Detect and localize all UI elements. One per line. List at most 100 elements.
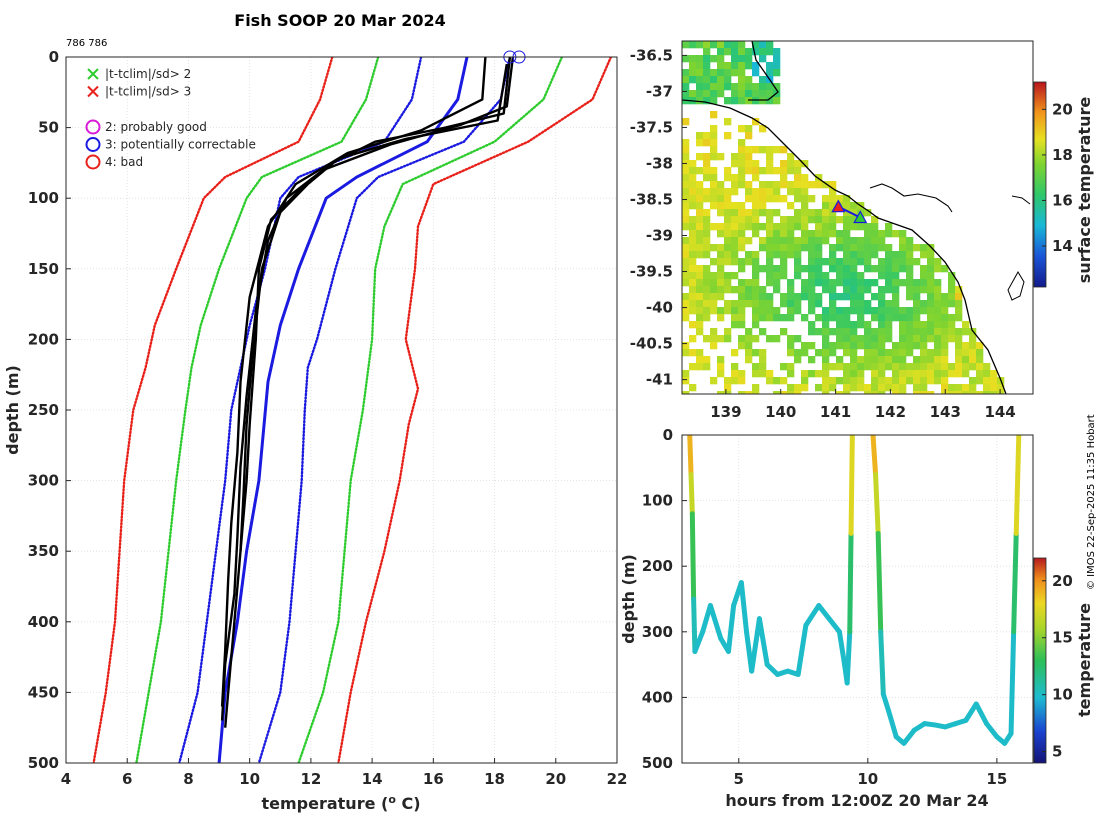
sst-cell (731, 223, 739, 231)
sst-cell (871, 328, 879, 336)
sst-cell (738, 97, 746, 105)
sst-cell (752, 146, 760, 154)
sst-cell (738, 244, 746, 252)
map-x-tick-label: 142 (875, 403, 906, 421)
sst-cell (773, 209, 781, 217)
sst-cell (829, 377, 837, 385)
sst-cell (850, 237, 858, 245)
sst-cell (836, 279, 844, 287)
sst-cell (976, 342, 984, 350)
sst-cell (738, 216, 746, 224)
sst-cell (927, 272, 935, 280)
sst-cell (829, 244, 837, 252)
sst-cell (878, 377, 886, 385)
sst-cell (787, 307, 795, 315)
sst-cell (822, 328, 830, 336)
sst-cell (906, 272, 914, 280)
envelope-line (217, 57, 469, 763)
sst-cell (962, 349, 970, 357)
sst-cell (829, 279, 837, 287)
sst-cell (696, 356, 704, 364)
sst-cell (745, 300, 753, 308)
sst-cell (745, 153, 753, 161)
sst-cell (738, 321, 746, 329)
sst-cell (927, 258, 935, 266)
y-tick-label: 250 (28, 401, 59, 419)
sst-cell (906, 293, 914, 301)
sst-cell (773, 167, 781, 175)
sst-cell (724, 48, 732, 56)
sst-cell (899, 328, 907, 336)
sst-cell (850, 251, 858, 259)
sst-cell (815, 328, 823, 336)
sst-cell (878, 286, 886, 294)
sst-cell (899, 342, 907, 350)
sst-cell (920, 384, 928, 392)
sst-cell (801, 279, 809, 287)
sst-cell (815, 244, 823, 252)
sst-cell (710, 300, 718, 308)
sst-cell (850, 293, 858, 301)
sst-cell (731, 62, 739, 70)
section-grid (682, 434, 1033, 764)
sst-cell (766, 237, 774, 245)
section-cast-segment (901, 727, 917, 746)
sst-cell (745, 90, 753, 98)
sst-cell (710, 279, 718, 287)
sst-cell (899, 363, 907, 371)
sst-cell (724, 118, 732, 126)
sst-cell (696, 328, 704, 336)
map-y-tick-label: -37 (646, 82, 673, 100)
sst-cell (941, 307, 949, 315)
sst-cell (955, 300, 963, 308)
sst-cell (941, 314, 949, 322)
sst-cell (794, 167, 802, 175)
sst-cell (829, 314, 837, 322)
sst-cell (710, 76, 718, 84)
sst-cell (738, 279, 746, 287)
sst-cell (843, 237, 851, 245)
sst-cell (738, 293, 746, 301)
sst-cell (745, 237, 753, 245)
sst-cell (927, 349, 935, 357)
sst-cell (766, 48, 774, 56)
sst-cell (780, 181, 788, 189)
sst-cell (899, 349, 907, 357)
section-x-ticks: 5 10 15 (734, 758, 1007, 788)
sst-cell (843, 244, 851, 252)
sst-cell (892, 230, 900, 238)
sst-cell (682, 377, 690, 385)
sst-cell (773, 335, 781, 343)
sst-cell (983, 370, 991, 378)
sst-cell (822, 377, 830, 385)
sst-cell (871, 391, 879, 394)
sst-cell (682, 181, 690, 189)
sst-cell (822, 258, 830, 266)
sst-cell (780, 216, 788, 224)
sst-cell (815, 251, 823, 259)
section-cast-segment (963, 701, 979, 723)
sst-cell (689, 76, 697, 84)
sst-cell (780, 167, 788, 175)
map-y-tick-label: -38 (646, 154, 673, 172)
sst-cell (829, 363, 837, 371)
sst-cell (710, 272, 718, 280)
sst-cell (906, 258, 914, 266)
sst-cell (689, 272, 697, 280)
sst-cell (731, 160, 739, 168)
sst-cell (696, 139, 704, 147)
sst-cell (717, 286, 725, 294)
sst-cell (892, 384, 900, 392)
sst-cell (717, 188, 725, 196)
section-y-tick-label: 0 (663, 426, 673, 444)
sst-cell (752, 69, 760, 77)
sst-cell (787, 314, 795, 322)
sst-cell (864, 258, 872, 266)
sst-cell (948, 314, 956, 322)
sst-cell (745, 195, 753, 203)
sst-cell (801, 384, 809, 392)
sst-cell (703, 216, 711, 224)
x-tick-label: 22 (607, 770, 628, 788)
section-cast-segment (873, 471, 881, 536)
sst-cell (738, 377, 746, 385)
